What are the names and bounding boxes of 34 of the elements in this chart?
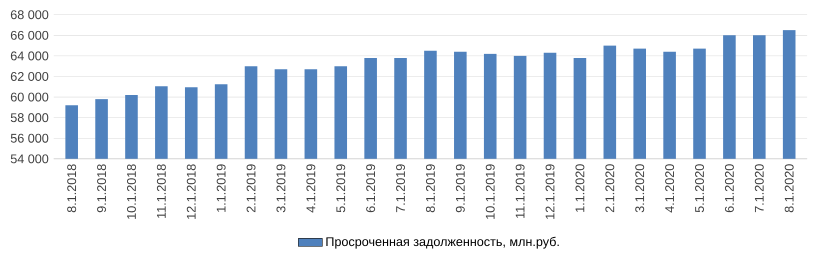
x-tick-label: 12.1.2019 [546,164,554,219]
x-tick-label: 2.1.2020 [605,164,614,212]
y-tick-label: 66 000 [10,30,48,40]
y-tick-label: 60 000 [10,92,48,102]
x-tick-label: 6.1.2019 [366,164,376,212]
x-tick-label: 11.1.2019 [516,164,525,218]
x-tick-label: 10.1.2018 [127,164,136,219]
x-tick-label: 5.1.2020 [695,164,704,212]
x-tick-label: 8.1.2019 [426,164,435,212]
x-tick-label: 2.1.2019 [246,164,256,212]
x-tick-label: 9.1.2018 [97,164,106,212]
x-tick-label: 12.1.2018 [186,164,196,219]
x-tick-label: 7.1.2019 [396,164,406,212]
x-tick-label: 7.1.2020 [754,164,764,212]
x-tick-label: 1.1.2019 [216,164,226,212]
y-tick-label: 54 000 [10,154,48,164]
x-tick-label: 1.1.2020 [575,164,584,212]
x-tick-label: 10.1.2019 [486,164,495,219]
x-tick-label: 4.1.2020 [665,164,674,212]
x-tick-label: 11.1.2018 [156,164,166,218]
y-tick-label: 64 000 [10,51,48,60]
x-tick-label: 8.1.2018 [67,164,76,212]
x-tick-label: 3.1.2020 [635,164,644,212]
x-tick-label: 4.1.2019 [306,164,316,212]
legend-label: Просроченная задолженность, млн.руб. [326,236,559,248]
y-tick-label: 56 000 [10,134,48,143]
y-tick-label: 62 000 [10,72,48,81]
x-tick-label: 9.1.2019 [456,164,465,212]
y-tick-label: 68 000 [10,10,48,20]
x-tick-label: 6.1.2020 [724,164,734,212]
x-tick-label: 8.1.2020 [784,164,794,212]
y-tick-label: 58 000 [10,113,48,122]
x-tick-label: 5.1.2019 [336,164,346,212]
x-tick-label: 3.1.2019 [276,164,286,212]
